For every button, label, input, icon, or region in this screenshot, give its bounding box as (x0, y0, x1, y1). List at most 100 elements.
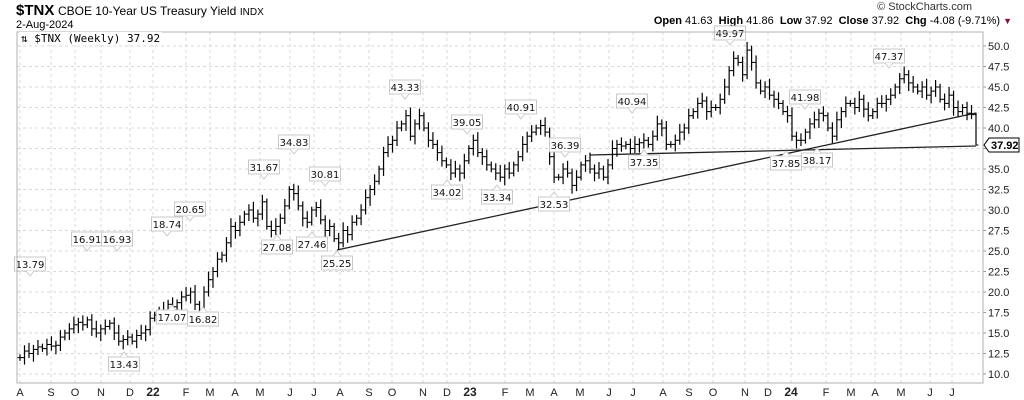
svg-text:D: D (443, 387, 451, 399)
svg-text:A: A (550, 387, 558, 399)
axes: 10.0 12.5 15.0 17.5 20.0 22.5 25.0 27.5 30.0 32.5… (16, 31, 1020, 399)
svg-text:30.0: 30.0 (988, 205, 1009, 217)
svg-text:D: D (126, 387, 134, 399)
svg-text:J: J (630, 387, 636, 399)
high-label: High (718, 15, 744, 27)
svg-text:40.91: 40.91 (507, 103, 536, 114)
symbol: $TNX (16, 2, 55, 19)
svg-text:S: S (47, 387, 54, 399)
svg-text:35.0: 35.0 (988, 164, 1009, 176)
svg-text:45.0: 45.0 (988, 82, 1009, 94)
legend-text: $TNX (Weekly) 37.92 (34, 32, 161, 45)
change-label: Chg (905, 15, 927, 27)
svg-text:J: J (949, 387, 955, 399)
open-value: 41.63 (685, 15, 713, 27)
svg-text:F: F (502, 387, 509, 399)
exchange: INDX (239, 7, 264, 18)
svg-text:17.07: 17.07 (158, 313, 187, 324)
svg-text:M: M (205, 387, 214, 399)
svg-text:47.5: 47.5 (988, 62, 1009, 74)
svg-text:16.82: 16.82 (189, 315, 218, 326)
change-value: -4.08 (-9.71%) (929, 15, 1001, 27)
svg-text:M: M (896, 387, 905, 399)
svg-text:37.92: 37.92 (991, 140, 1019, 152)
svg-text:M: M (525, 387, 534, 399)
svg-text:50.0: 50.0 (988, 41, 1009, 53)
svg-text:37.85: 37.85 (772, 159, 801, 170)
svg-text:A: A (16, 387, 24, 399)
svg-text:M: M (575, 387, 584, 399)
chart-title: $TNX CBOE 10-Year US Treasury Yield INDX (16, 2, 264, 19)
svg-text:N: N (741, 387, 749, 399)
down-triangle-icon: ▼ (1003, 16, 1012, 26)
svg-text:42.5: 42.5 (988, 103, 1009, 115)
svg-text:13.79: 13.79 (16, 260, 45, 271)
svg-text:34.02: 34.02 (433, 188, 462, 199)
chart-legend: ⇅ $TNX (Weekly) 37.92 (19, 32, 163, 45)
svg-text:A: A (231, 387, 239, 399)
svg-text:J: J (287, 387, 293, 399)
svg-text:43.33: 43.33 (391, 83, 420, 94)
svg-text:40.0: 40.0 (988, 123, 1009, 135)
svg-text:24: 24 (784, 385, 798, 399)
svg-text:17.5: 17.5 (988, 308, 1009, 320)
svg-text:47.37: 47.37 (875, 52, 904, 63)
svg-text:27.46: 27.46 (298, 240, 327, 251)
svg-text:18.74: 18.74 (153, 220, 182, 231)
trendlines (336, 112, 977, 251)
svg-text:12.5: 12.5 (988, 349, 1009, 361)
svg-text:37.35: 37.35 (630, 158, 659, 169)
svg-text:13.43: 13.43 (110, 360, 139, 371)
svg-text:16.91: 16.91 (73, 235, 102, 246)
svg-text:20.0: 20.0 (988, 287, 1009, 299)
svg-text:N: N (419, 387, 427, 399)
svg-text:J: J (311, 387, 317, 399)
svg-text:F: F (823, 387, 830, 399)
low-label: Low (779, 15, 802, 27)
security-name: CBOE 10-Year US Treasury Yield (57, 4, 237, 18)
chart-date: 2-Aug-2024 (16, 19, 74, 31)
svg-text:S: S (685, 387, 692, 399)
low-value: 37.92 (804, 15, 833, 27)
svg-text:N: N (97, 387, 105, 399)
high-value: 41.86 (746, 15, 774, 27)
svg-text:27.08: 27.08 (263, 243, 292, 254)
svg-text:15.0: 15.0 (988, 328, 1009, 340)
open-label: Open (653, 15, 682, 27)
svg-text:32.53: 32.53 (540, 200, 569, 211)
ohlc-bars (17, 41, 979, 365)
ohlc-summary: Open 41.63 High 41.86 Low 37.92 Close 37… (654, 15, 1012, 27)
svg-text:10.0: 10.0 (988, 369, 1009, 381)
svg-text:O: O (71, 387, 80, 399)
svg-text:34.83: 34.83 (280, 138, 309, 149)
svg-text:49.97: 49.97 (716, 29, 745, 40)
svg-text:30.81: 30.81 (311, 170, 340, 181)
annotations: 13.79 16.91 16.93 13.43 18.74 20.65 17.07 16.82… (14, 25, 905, 372)
svg-text:F: F (183, 387, 190, 399)
svg-text:D: D (764, 387, 772, 399)
svg-text:16.93: 16.93 (103, 235, 132, 246)
svg-text:27.5: 27.5 (988, 226, 1009, 238)
svg-text:22: 22 (146, 385, 160, 399)
svg-text:33.34: 33.34 (483, 193, 512, 204)
svg-text:A: A (336, 387, 344, 399)
svg-text:M: M (846, 387, 855, 399)
svg-text:32.5: 32.5 (988, 185, 1009, 197)
grid (17, 32, 983, 383)
svg-text:38.17: 38.17 (803, 156, 832, 167)
svg-text:20.65: 20.65 (176, 205, 205, 216)
svg-text:J: J (927, 387, 933, 399)
ohlc-bar-icon: ⇅ (21, 32, 28, 45)
svg-text:J: J (606, 387, 612, 399)
svg-text:36.39: 36.39 (551, 141, 580, 152)
svg-text:25.0: 25.0 (988, 246, 1009, 258)
copyright: © StockCharts.com (877, 1, 972, 13)
svg-text:39.05: 39.05 (453, 118, 482, 129)
svg-text:O: O (709, 387, 718, 399)
last-price-tag: 37.92 (983, 137, 1020, 153)
svg-text:A: A (659, 387, 667, 399)
svg-text:23: 23 (463, 385, 477, 399)
svg-text:22.5: 22.5 (988, 267, 1009, 279)
svg-text:M: M (255, 387, 264, 399)
